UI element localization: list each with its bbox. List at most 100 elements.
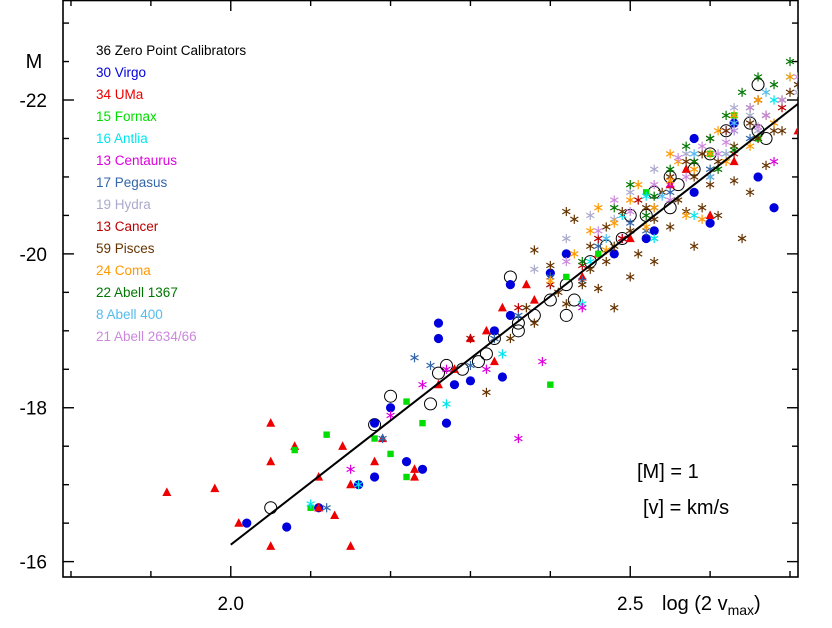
data-point (547, 381, 554, 388)
data-point (418, 380, 427, 390)
y-tick-label: -20 (20, 245, 47, 266)
data-point (609, 303, 619, 313)
data-point (561, 249, 571, 259)
data-point (471, 355, 485, 369)
data-point (769, 126, 779, 136)
data-point (433, 318, 444, 328)
legend-entry: 15 Fornax (96, 109, 157, 124)
data-point (665, 187, 675, 197)
data-point (306, 499, 315, 509)
data-points (162, 56, 832, 550)
data-point (346, 541, 356, 550)
data-point (514, 310, 523, 321)
data-point (719, 124, 733, 138)
data-point (721, 110, 731, 120)
y-tick-label: -18 (20, 399, 47, 420)
data-point (514, 433, 523, 444)
data-point (505, 280, 515, 290)
units-annotation-v: [v] = km/s (643, 497, 729, 519)
data-point (578, 256, 587, 267)
data-point (479, 347, 493, 361)
data-point (713, 149, 723, 159)
data-point (737, 87, 747, 97)
data-point (793, 80, 798, 90)
data-point (369, 472, 380, 482)
data-point (705, 133, 715, 144)
data-point (538, 356, 547, 367)
data-point (649, 203, 659, 213)
data-point (482, 387, 491, 397)
data-point (665, 222, 675, 232)
fit-line-group (230, 102, 798, 546)
data-point (713, 210, 723, 221)
data-point (777, 95, 787, 105)
legend-entry: 30 Virgo (96, 65, 146, 80)
legend-entry: 13 Centaurus (96, 153, 177, 168)
data-point (705, 149, 715, 159)
data-point (681, 156, 691, 167)
data-point (729, 103, 739, 113)
data-point (802, 95, 810, 104)
data-point (785, 87, 795, 97)
data-point (530, 318, 539, 328)
data-point (769, 203, 779, 213)
data-point (410, 471, 420, 481)
data-point (802, 65, 810, 74)
data-point (369, 418, 380, 428)
data-point (802, 72, 810, 81)
fit-line (230, 102, 798, 546)
legend-entry: 59 Pisces (96, 241, 155, 256)
x-tick-label: 2.5 (617, 594, 643, 615)
data-point (578, 280, 587, 290)
data-point (489, 356, 499, 366)
y-tick-label: -16 (20, 553, 47, 574)
data-point (481, 325, 491, 335)
data-point (729, 118, 739, 128)
data-point (671, 178, 685, 192)
data-point (530, 264, 539, 274)
data-point (371, 435, 378, 442)
data-point (689, 172, 699, 182)
data-point (753, 72, 763, 82)
data-point (633, 249, 643, 259)
x-tick-label: 2.0 (218, 594, 244, 615)
data-point (729, 156, 739, 166)
data-point (745, 118, 755, 128)
data-point (753, 172, 763, 182)
data-point (234, 518, 244, 527)
data-point (673, 153, 683, 163)
data-point (570, 249, 579, 259)
data-point (546, 276, 555, 286)
data-point (825, 157, 832, 166)
data-point (681, 210, 691, 221)
data-point (593, 233, 603, 244)
data-point (705, 210, 715, 220)
data-point (689, 164, 699, 174)
data-point (689, 149, 699, 159)
data-point (593, 241, 603, 251)
data-point (386, 410, 395, 421)
data-point (442, 364, 451, 374)
data-point (649, 191, 659, 201)
data-point (681, 149, 691, 159)
data-point (431, 366, 445, 380)
data-point (410, 464, 420, 473)
data-point (721, 126, 731, 136)
data-point (703, 147, 717, 161)
data-point (745, 187, 755, 197)
data-point (665, 176, 675, 186)
data-point (609, 218, 619, 228)
data-point (601, 233, 611, 244)
data-point (785, 72, 795, 82)
data-point (242, 518, 252, 528)
data-point (522, 303, 531, 313)
data-point (403, 398, 410, 405)
data-point (649, 256, 659, 267)
data-point (697, 149, 707, 159)
data-point (625, 195, 635, 205)
data-point (681, 141, 691, 151)
data-point (665, 149, 675, 159)
data-point (562, 256, 571, 267)
data-point (649, 233, 659, 244)
data-point (705, 180, 715, 190)
